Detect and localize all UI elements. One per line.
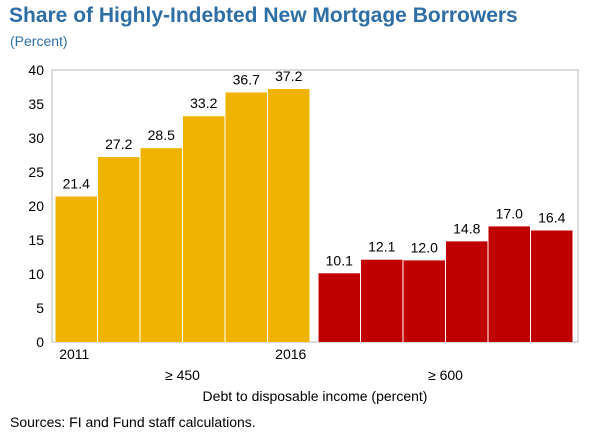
value-label: 12.1 (368, 239, 395, 255)
bar (360, 259, 403, 342)
bar (488, 226, 530, 342)
bar (318, 273, 360, 342)
bar (530, 230, 573, 342)
value-label: 14.8 (453, 220, 480, 236)
y-tick-label: 5 (36, 300, 44, 316)
value-label: 10.1 (326, 252, 353, 268)
source-note: Sources: FI and Fund staff calculations. (10, 414, 256, 430)
x-axis-title: Debt to disposable income (percent) (203, 388, 428, 404)
bar (55, 196, 97, 342)
y-tick-label: 10 (28, 266, 44, 282)
bars (54, 89, 573, 343)
y-axis: 0 5 10 15 20 25 30 35 40 (28, 62, 44, 350)
plot-area-frame (51, 69, 579, 343)
group-label: ≥ 450 (165, 367, 200, 383)
bar (97, 157, 140, 342)
y-tick-label: 20 (28, 198, 44, 214)
y-tick-label: 40 (28, 62, 44, 78)
y-tick-label: 15 (28, 232, 44, 248)
x-end-label: 2016 (275, 346, 306, 362)
value-label: 21.4 (63, 175, 90, 191)
value-label: 17.0 (496, 205, 523, 221)
y-tick-label: 25 (28, 164, 44, 180)
value-label: 27.2 (105, 136, 132, 152)
value-label: 33.2 (190, 95, 217, 111)
bar (182, 116, 225, 343)
bar (140, 148, 182, 342)
x-start-label: 2011 (59, 346, 89, 362)
y-tick-label: 30 (28, 130, 44, 146)
chart-subtitle: (Percent) (10, 33, 68, 49)
value-label: 36.7 (233, 71, 260, 87)
value-labels: 21.4 27.2 28.5 33.2 36.7 37.2 10.1 12.1 12.0 14.8… (63, 68, 566, 268)
y-tick-label: 35 (28, 96, 44, 112)
value-label: 37.2 (275, 68, 302, 84)
value-label: 28.5 (148, 127, 175, 143)
group-label: ≥ 600 (428, 367, 463, 383)
value-label: 12.0 (411, 239, 438, 255)
chart-title: Share of Highly-Indebted New Mortgage Bo… (9, 4, 518, 27)
value-label: 16.4 (538, 209, 565, 225)
bar (225, 92, 267, 342)
bar (267, 89, 310, 342)
y-tick-label: 0 (36, 334, 44, 350)
bar (445, 241, 488, 342)
bar (403, 260, 445, 342)
